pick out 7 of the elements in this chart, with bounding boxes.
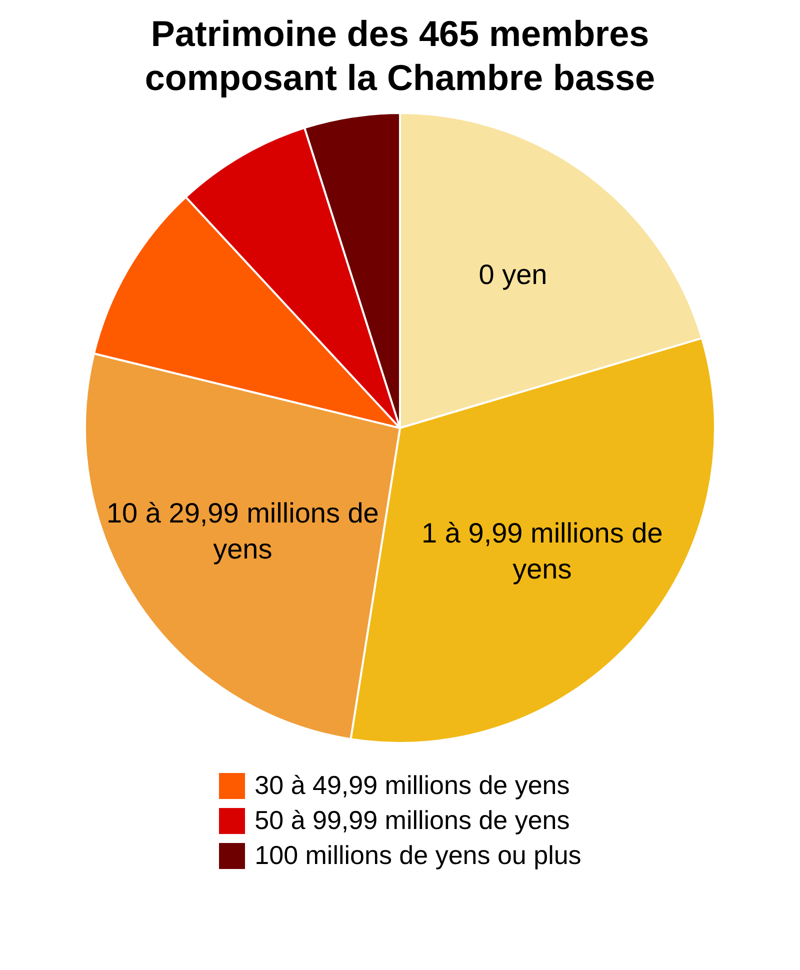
legend-label: 30 à 49,99 millions de yens xyxy=(254,769,570,802)
chart-title: Patrimoine des 465 membres composant la Chambre basse xyxy=(144,12,656,100)
legend-label: 100 millions de yens ou plus xyxy=(254,839,582,872)
slice-label: 10 à 29,99 millions de yens xyxy=(106,497,379,564)
slice-label: 0 yen xyxy=(478,259,548,290)
legend-label: 50 à 99,99 millions de yens xyxy=(254,804,570,837)
slice-label: 1 à 9,99 millions de yens xyxy=(422,517,663,584)
